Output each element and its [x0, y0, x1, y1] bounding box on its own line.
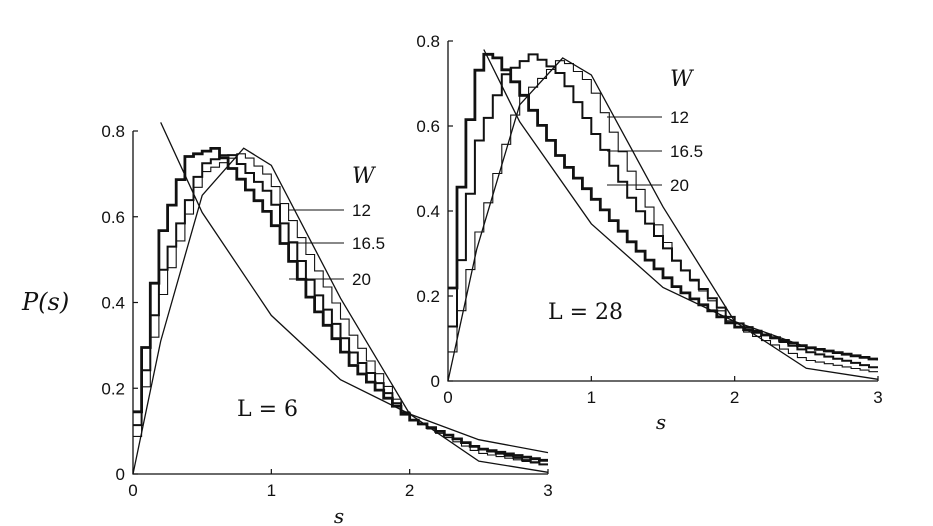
series-histogram-w16-5 [448, 53, 878, 369]
series-histogram-w12 [448, 60, 878, 373]
panel-annotation: L = 6 [237, 397, 298, 422]
y-tick-label: 0.4 [416, 202, 440, 221]
series-histogram-w20 [133, 147, 548, 462]
legend-label: 20 [352, 270, 371, 289]
y-tick-label: 0.6 [416, 117, 440, 136]
x-tick-label: 1 [267, 481, 276, 500]
legend-label: 20 [670, 176, 689, 195]
x-tick-label: 3 [873, 388, 882, 407]
series-histogram-w12 [133, 153, 548, 466]
x-tick-label: 1 [587, 388, 596, 407]
axis-frame [447, 41, 878, 382]
y-tick-label: 0.6 [101, 208, 125, 227]
legend-label: 12 [352, 201, 371, 220]
x-tick-label: 0 [443, 388, 452, 407]
y-tick-label: 0.2 [416, 287, 440, 306]
x-axis-label: s [656, 410, 666, 434]
y-tick-label: 0 [431, 372, 440, 391]
legend-label: 12 [670, 108, 689, 127]
y-tick-label: 0.4 [101, 294, 125, 313]
series-histogram-w20 [448, 52, 878, 361]
poisson-curve [483, 49, 879, 361]
x-tick-label: 2 [730, 388, 739, 407]
y-tick-label: 0 [116, 465, 125, 484]
wigner-dyson-curve [132, 147, 549, 475]
legend-label: 16.5 [670, 142, 703, 161]
wigner-dyson-curve [447, 57, 879, 382]
x-tick-label: 2 [405, 481, 414, 500]
y-tick-label: 0.8 [416, 32, 440, 51]
legend-label: 16.5 [352, 234, 385, 253]
legend-title: W [352, 164, 377, 189]
y-axis-label: P(s) [21, 288, 69, 316]
y-tick-label: 0.2 [101, 379, 125, 398]
x-axis-label: s [334, 504, 344, 526]
panel-annotation: L = 28 [548, 300, 623, 325]
y-tick-label: 0.8 [101, 122, 125, 141]
x-tick-label: 0 [128, 481, 137, 500]
legend-title: W [670, 67, 695, 92]
x-tick-label: 3 [543, 481, 552, 500]
poisson-curve [160, 122, 549, 454]
